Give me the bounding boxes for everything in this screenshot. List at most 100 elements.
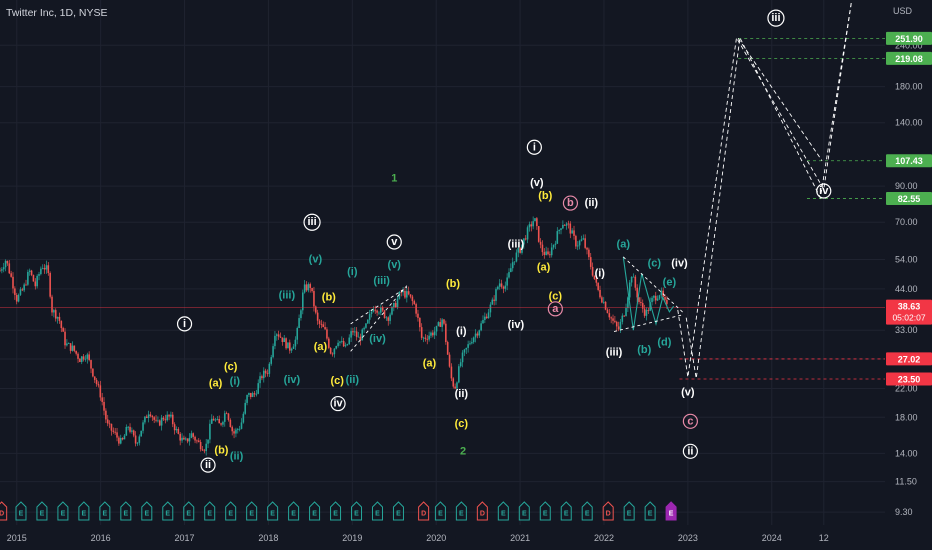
candle-body bbox=[205, 443, 207, 452]
candle-body bbox=[249, 392, 252, 397]
candle-body bbox=[608, 313, 611, 318]
event-marker-shape bbox=[288, 501, 300, 521]
event-marker-letter: E bbox=[270, 511, 275, 518]
candle bbox=[528, 221, 531, 232]
candle bbox=[73, 345, 76, 353]
candle-body bbox=[132, 430, 135, 436]
candle-body bbox=[315, 306, 317, 313]
candle bbox=[69, 343, 72, 354]
candle bbox=[4, 259, 7, 272]
candle bbox=[266, 369, 269, 377]
grid bbox=[0, 0, 885, 525]
candle bbox=[196, 439, 198, 444]
candle bbox=[480, 320, 482, 332]
candle-body bbox=[262, 370, 265, 379]
price-tag-label: 82.55 bbox=[898, 194, 921, 204]
candle bbox=[307, 282, 310, 293]
candle bbox=[513, 261, 516, 266]
candle-body bbox=[129, 426, 131, 432]
candle-body bbox=[636, 287, 638, 298]
event-marker: E bbox=[267, 501, 279, 521]
candle bbox=[10, 270, 12, 278]
candle-body bbox=[537, 226, 540, 242]
candle bbox=[422, 336, 425, 343]
candle-body bbox=[437, 322, 440, 326]
candle bbox=[301, 289, 304, 315]
candle-body bbox=[127, 426, 129, 428]
candle-body bbox=[549, 254, 551, 256]
event-marker-letter: E bbox=[438, 511, 443, 518]
wave-label-circle bbox=[176, 316, 193, 332]
event-marker-shape bbox=[623, 501, 635, 521]
event-marker: E bbox=[434, 501, 446, 521]
candle-body bbox=[419, 317, 421, 328]
wave-label: (ii) bbox=[230, 450, 244, 462]
event-marker: E bbox=[309, 501, 321, 521]
event-marker-shape bbox=[602, 501, 614, 521]
current-price-tag bbox=[886, 299, 932, 325]
candle-body bbox=[101, 397, 103, 402]
candle bbox=[517, 246, 520, 258]
wave-label-circle bbox=[526, 139, 542, 155]
candle-body bbox=[391, 306, 393, 315]
event-marker: D bbox=[476, 501, 488, 521]
event-marker-letter: E bbox=[396, 511, 401, 518]
candle bbox=[262, 367, 265, 383]
price-tick-label: 18.00 bbox=[895, 412, 918, 422]
candle-body bbox=[666, 299, 668, 304]
candle bbox=[578, 239, 581, 250]
candle bbox=[15, 292, 18, 305]
event-marker-letter: E bbox=[501, 511, 506, 518]
candle bbox=[305, 281, 308, 292]
candle bbox=[484, 312, 486, 324]
price-tag-label: 27.02 bbox=[898, 354, 921, 364]
candle bbox=[610, 316, 612, 324]
candle-body bbox=[532, 221, 534, 227]
event-marker-shape bbox=[15, 501, 27, 521]
wave-label: (iv) bbox=[508, 319, 525, 331]
projection-path bbox=[737, 38, 823, 162]
wave-labels: iiiiiiivviiiiiiivabc(a)(b)(c)(i)(ii)(iii… bbox=[176, 9, 832, 473]
candle-body bbox=[450, 366, 453, 379]
candle bbox=[114, 427, 116, 435]
time-axis[interactable]: 2015 2016 2017 2018 2019 2020 2021 2022 2023 2024… bbox=[0, 525, 885, 550]
event-marker: E bbox=[78, 501, 90, 521]
wave-label-text: iv bbox=[819, 185, 829, 197]
event-marker-shape bbox=[330, 501, 342, 521]
candle bbox=[190, 430, 193, 439]
candle bbox=[463, 348, 466, 357]
candle-body bbox=[595, 279, 598, 283]
time-tick-label: 2023 bbox=[678, 533, 698, 543]
candle-body bbox=[103, 401, 105, 411]
candle bbox=[209, 419, 211, 444]
wave-label: (a) bbox=[209, 377, 223, 389]
candle-body bbox=[404, 290, 406, 298]
candle bbox=[530, 221, 533, 232]
candle bbox=[290, 347, 293, 354]
price-tag bbox=[886, 372, 932, 386]
event-marker: E bbox=[371, 501, 383, 521]
candle-body bbox=[541, 244, 544, 253]
candle bbox=[166, 411, 168, 422]
candle-body bbox=[476, 333, 479, 336]
candle bbox=[437, 321, 440, 327]
candle bbox=[67, 342, 70, 345]
price-axis[interactable]: 9.3011.5014.0018.0022.0027.0033.0044.005… bbox=[885, 0, 932, 550]
candle-body bbox=[10, 273, 12, 277]
candle-body bbox=[536, 218, 538, 227]
price-tag bbox=[886, 31, 932, 45]
candle bbox=[426, 335, 429, 345]
wave-label: ii bbox=[200, 457, 216, 473]
candle-body bbox=[222, 421, 224, 425]
candle-body bbox=[491, 299, 494, 305]
candle-body bbox=[32, 274, 35, 282]
candle-body bbox=[67, 343, 70, 345]
candle bbox=[502, 285, 505, 294]
candle-body bbox=[144, 416, 146, 423]
wave-label: (b) bbox=[214, 444, 228, 456]
candle-body bbox=[664, 296, 666, 300]
candle bbox=[101, 392, 103, 406]
wave-label-text: (a) bbox=[209, 377, 223, 389]
candle bbox=[357, 331, 360, 338]
